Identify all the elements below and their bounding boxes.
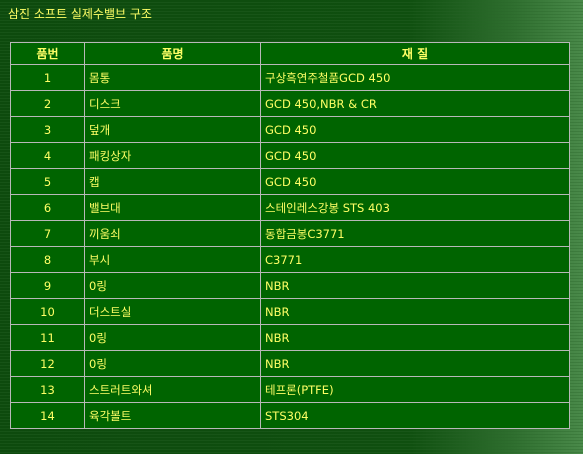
part-name-cell: 몸통 [84, 64, 261, 91]
page-title: 삼진 소프트 실제수밸브 구조 [8, 7, 152, 21]
table-header: 품번 품명 재 질 [10, 42, 570, 65]
table-row: 4 패킹상자 GCD 450 [10, 142, 570, 169]
part-name-cell: 디스크 [84, 90, 261, 117]
part-name-cell: 육각볼트 [84, 402, 261, 429]
part-number-cell: 13 [10, 376, 85, 403]
part-name-cell: 패킹상자 [84, 142, 261, 169]
table-row: 1 몸통 구상흑연주철품GCD 450 [10, 64, 570, 91]
part-name-cell: 밸브대 [84, 194, 261, 221]
table-row: 6 밸브대 스테인레스강봉 STS 403 [10, 194, 570, 221]
part-number-cell: 5 [10, 168, 85, 195]
part-number-cell: 10 [10, 298, 85, 325]
material-cell: GCD 450 [260, 116, 570, 143]
parts-table: 품번 품명 재 질 1 몸통 구상흑연주철품GCD 450 2 디스크 GCD 450,N… [10, 42, 570, 429]
part-name-cell: 0링 [84, 272, 261, 299]
table-row: 12 0링 NBR [10, 350, 570, 377]
part-number-cell: 3 [10, 116, 85, 143]
material-cell: C3771 [260, 246, 570, 273]
part-name-cell: 끼움쇠 [84, 220, 261, 247]
part-number-cell: 6 [10, 194, 85, 221]
material-cell: NBR [260, 298, 570, 325]
material-cell: NBR [260, 324, 570, 351]
part-number-cell: 12 [10, 350, 85, 377]
table-row: 8 부시 C3771 [10, 246, 570, 273]
part-number-cell: 8 [10, 246, 85, 273]
header-part-name: 품명 [84, 42, 261, 65]
part-name-cell: 캡 [84, 168, 261, 195]
part-name-cell: 부시 [84, 246, 261, 273]
part-number-cell: 11 [10, 324, 85, 351]
table-row: 9 0링 NBR [10, 272, 570, 299]
table-row: 7 끼움쇠 동합금봉C3771 [10, 220, 570, 247]
table-row: 10 더스트실 NBR [10, 298, 570, 325]
header-row: 품번 품명 재 질 [10, 42, 570, 65]
part-name-cell: 0링 [84, 324, 261, 351]
material-cell: NBR [260, 350, 570, 377]
table-row: 5 캡 GCD 450 [10, 168, 570, 195]
part-name-cell: 스트러트와셔 [84, 376, 261, 403]
table-row: 2 디스크 GCD 450,NBR & CR [10, 90, 570, 117]
part-number-cell: 7 [10, 220, 85, 247]
part-name-cell: 0링 [84, 350, 261, 377]
material-cell: GCD 450 [260, 142, 570, 169]
material-cell: GCD 450,NBR & CR [260, 90, 570, 117]
table-row: 11 0링 NBR [10, 324, 570, 351]
material-cell: 테프론(PTFE) [260, 376, 570, 403]
part-name-cell: 덮개 [84, 116, 261, 143]
header-part-number: 품번 [10, 42, 85, 65]
table-row: 3 덮개 GCD 450 [10, 116, 570, 143]
header-material: 재 질 [260, 42, 570, 65]
material-cell: NBR [260, 272, 570, 299]
part-number-cell: 1 [10, 64, 85, 91]
table-row: 14 육각볼트 STS304 [10, 402, 570, 429]
material-cell: 구상흑연주철품GCD 450 [260, 64, 570, 91]
table-row: 13 스트러트와셔 테프론(PTFE) [10, 376, 570, 403]
part-number-cell: 9 [10, 272, 85, 299]
part-name-cell: 더스트실 [84, 298, 261, 325]
part-number-cell: 2 [10, 90, 85, 117]
material-cell: STS304 [260, 402, 570, 429]
material-cell: 동합금봉C3771 [260, 220, 570, 247]
part-number-cell: 14 [10, 402, 85, 429]
material-cell: GCD 450 [260, 168, 570, 195]
material-cell: 스테인레스강봉 STS 403 [260, 194, 570, 221]
table-body: 1 몸통 구상흑연주철품GCD 450 2 디스크 GCD 450,NBR & CR 3 덮개… [10, 64, 570, 429]
part-number-cell: 4 [10, 142, 85, 169]
